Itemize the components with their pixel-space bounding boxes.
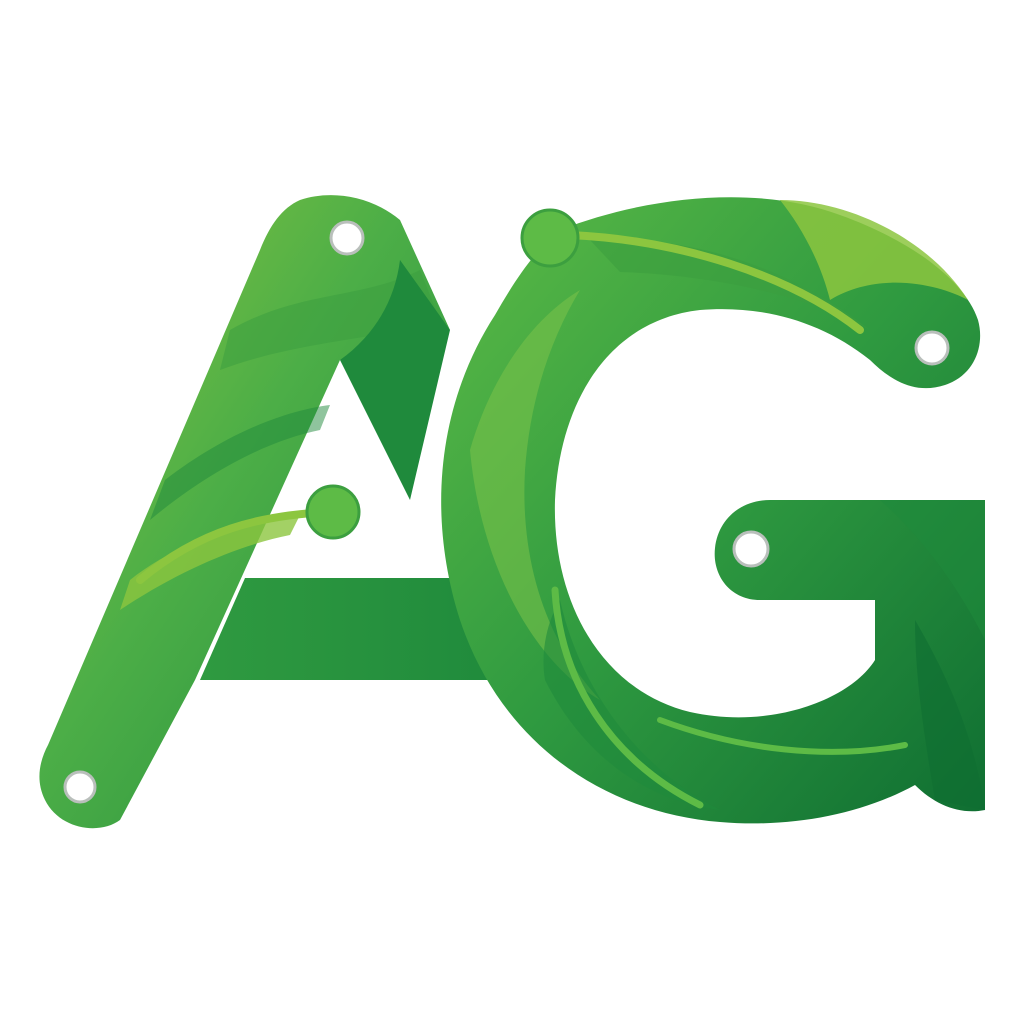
circuit-node — [522, 210, 578, 266]
mount-hole — [63, 770, 97, 804]
mount-hole — [329, 220, 365, 256]
mount-hole — [914, 330, 950, 366]
letter-a-right-blade — [340, 260, 450, 500]
letter-a-crossbar — [200, 578, 515, 680]
mount-hole — [732, 530, 770, 568]
letter-g — [441, 197, 986, 824]
circuit-node — [307, 486, 359, 538]
letter-a — [39, 195, 515, 829]
letter-a-left-leg — [39, 195, 451, 829]
